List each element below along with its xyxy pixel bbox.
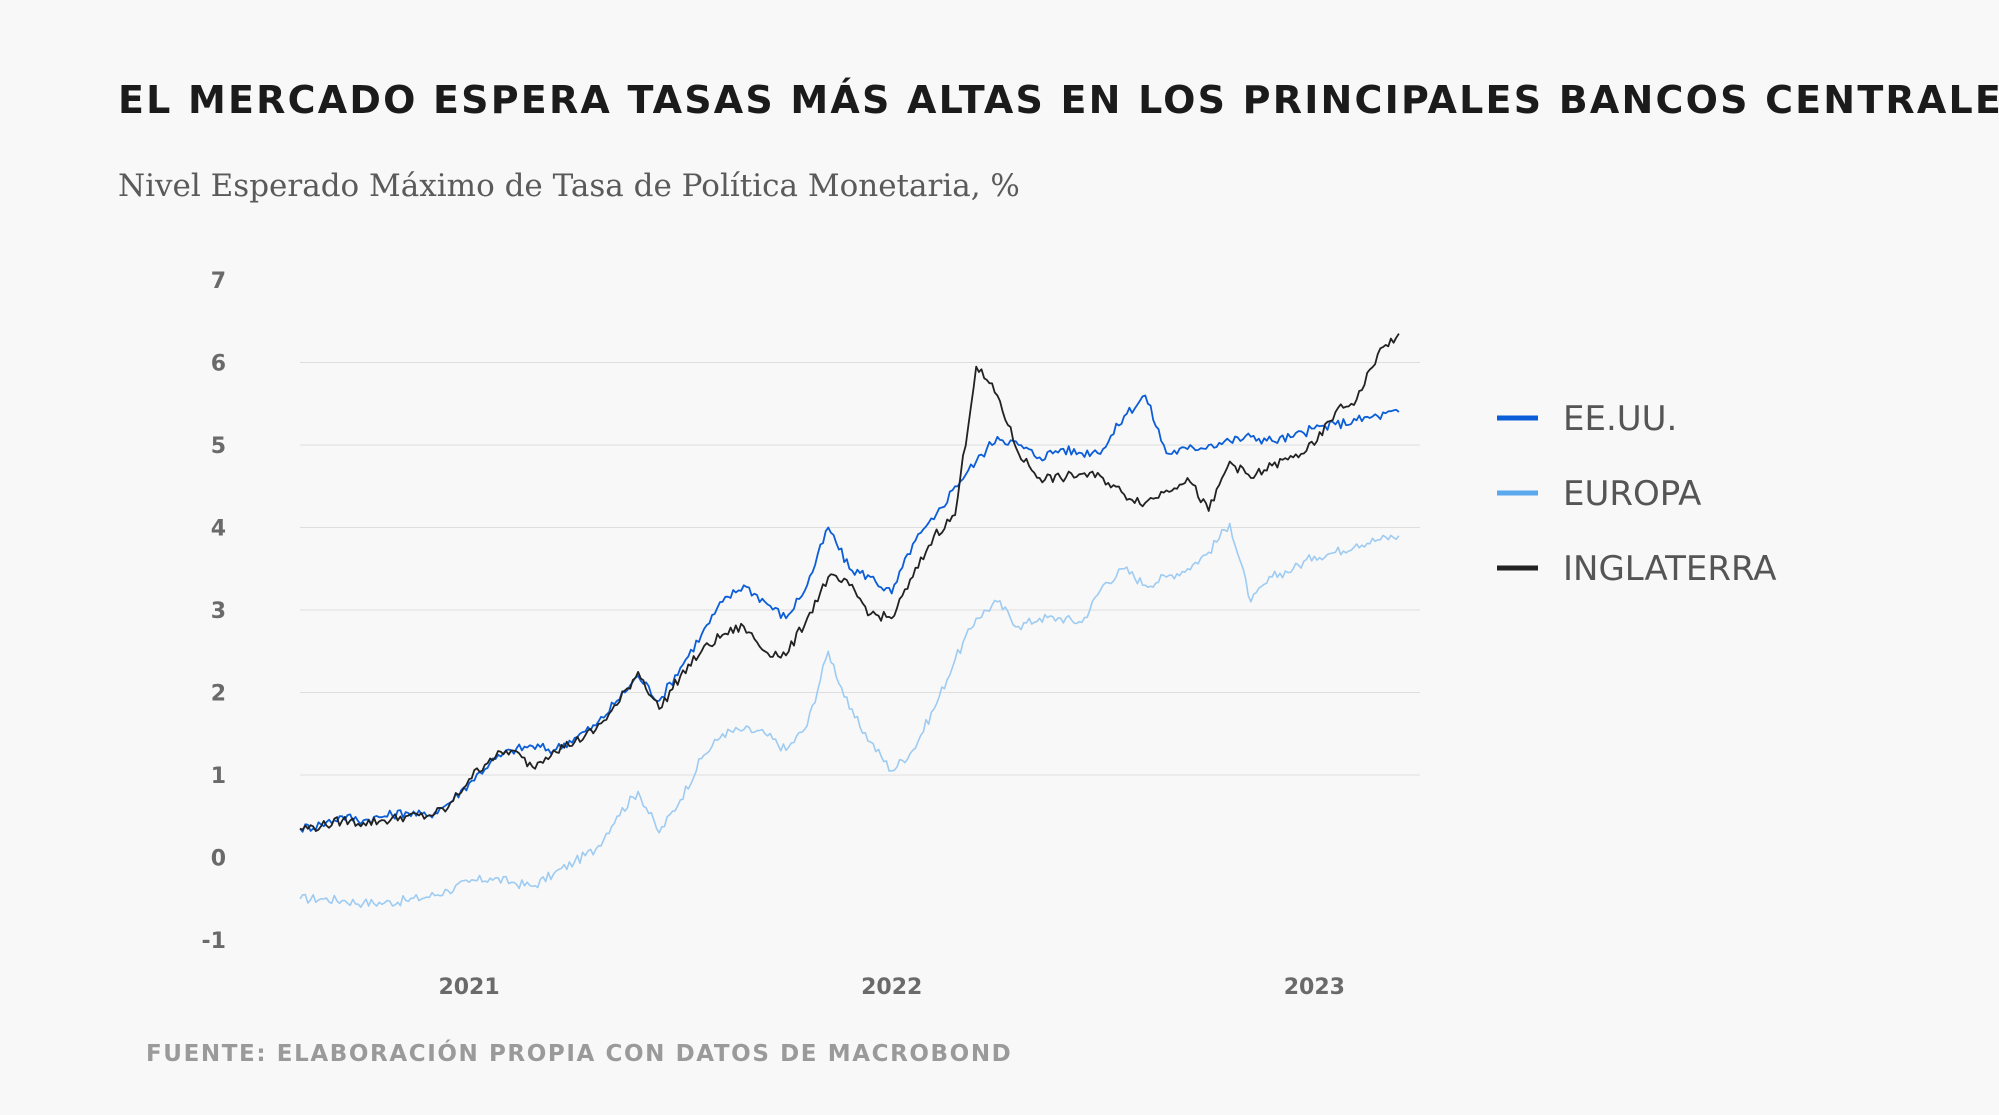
legend-label: EE.UU. [1563,399,1677,439]
source-note: FUENTE: ELABORACIÓN PROPIA CON DATOS DE … [146,1041,1013,1067]
x-tick-label: 2023 [1284,975,1345,1000]
chart-title: EL MERCADO ESPERA TASAS MÁS ALTAS EN LOS… [118,78,1999,122]
y-tick-label: 3 [211,599,226,624]
y-tick-label: -1 [202,929,226,954]
x-tick-label: 2021 [438,975,499,1000]
y-tick-label: 5 [211,434,226,459]
series-line-uk [299,333,1400,832]
y-axis-ticks: 7 6 5 4 3 2 1 0 -1 [202,269,226,954]
y-tick-label: 6 [211,352,226,377]
legend: EE.UU. EUROPA INGLATERRA [1497,399,1777,589]
series-line-europe [299,522,1400,908]
series-line-us [299,394,1400,833]
y-tick-label: 0 [211,847,226,872]
y-tick-label: 7 [211,269,226,294]
chart-subtitle: Nivel Esperado Máximo de Tasa de Polític… [118,168,1020,204]
y-tick-label: 2 [211,682,226,707]
series-layer [299,333,1400,908]
x-tick-label: 2022 [861,975,922,1000]
y-tick-label: 4 [211,517,226,542]
legend-label: INGLATERRA [1563,549,1777,589]
x-axis-ticks: 2021 2022 2023 [438,975,1345,1000]
grid-layer [300,362,1420,776]
y-tick-label: 1 [211,764,226,789]
legend-label: EUROPA [1563,474,1701,514]
